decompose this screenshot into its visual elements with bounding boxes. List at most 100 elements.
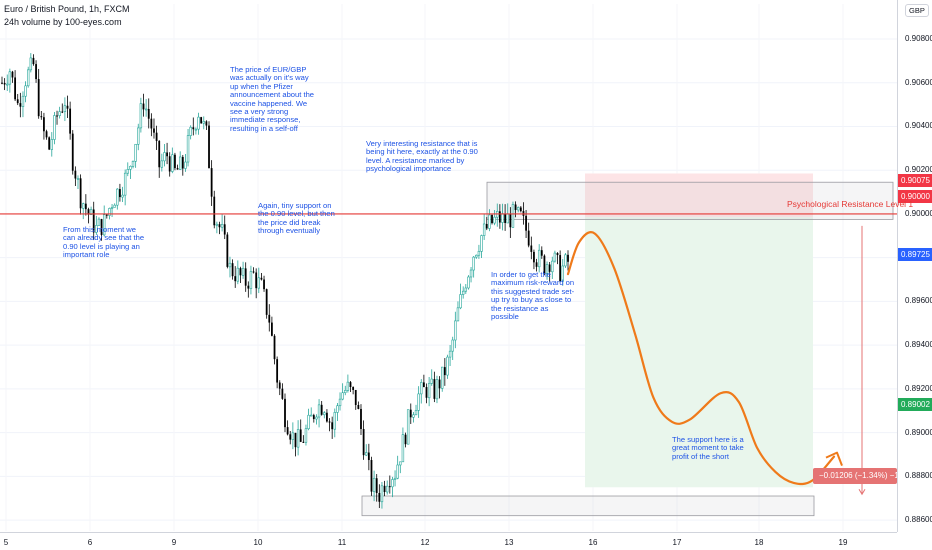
candle-body: [336, 405, 339, 413]
candle-body: [548, 264, 551, 272]
candle-body: [430, 378, 433, 384]
candle: [260, 272, 263, 281]
candle: [331, 416, 334, 439]
candle: [427, 377, 431, 407]
price-tick-label: 0.88800: [905, 471, 932, 481]
candle: [567, 250, 569, 271]
candle-body: [74, 170, 77, 179]
candle: [333, 408, 336, 438]
candle: [278, 380, 281, 396]
candle: [467, 275, 470, 290]
candle: [37, 68, 40, 119]
candle: [92, 201, 95, 241]
candle-body: [71, 133, 74, 171]
candle-body: [328, 421, 331, 423]
candle-body: [244, 268, 247, 286]
candle: [16, 93, 19, 106]
candle-body: [472, 256, 475, 271]
candle: [317, 399, 321, 428]
candle: [273, 334, 276, 365]
price-tick-label: 0.89000: [905, 427, 932, 437]
candle: [370, 456, 373, 496]
price-tick-label: 0.89200: [905, 383, 932, 393]
candle: [525, 209, 527, 239]
candle-body: [113, 204, 116, 208]
candle-body: [559, 255, 562, 282]
candle-body: [420, 382, 423, 395]
candle: [375, 474, 378, 502]
candle-body: [535, 262, 538, 267]
candle-body: [58, 111, 61, 116]
candle: [380, 482, 384, 509]
candle-body: [153, 128, 155, 133]
candle-body: [189, 126, 192, 136]
candle: [475, 254, 478, 259]
candle: [284, 393, 286, 433]
candle-body: [509, 214, 512, 228]
candle-body: [210, 168, 213, 197]
candle: [178, 151, 182, 170]
candle-body: [121, 194, 124, 198]
candle: [406, 409, 410, 445]
annotation-tiny-support: Again, tiny support on the 0.90 level, b…: [258, 201, 335, 236]
candle: [362, 420, 365, 460]
candle-body: [511, 204, 515, 228]
candle-body: [320, 404, 323, 415]
candle: [385, 480, 389, 495]
candle-body: [252, 271, 255, 273]
candle-body: [380, 485, 384, 503]
candle-body: [498, 211, 501, 223]
candle: [352, 386, 355, 395]
candle: [399, 461, 402, 474]
candle-body: [464, 287, 468, 292]
candle-body: [354, 389, 357, 405]
candle-body: [134, 143, 137, 162]
candle-body: [278, 382, 281, 389]
candle: [328, 418, 331, 432]
candle: [189, 125, 192, 140]
candle: [367, 443, 370, 471]
candle: [236, 260, 240, 285]
currency-badge[interactable]: GBP: [905, 4, 929, 17]
annotation-target: The support here is a great moment to ta…: [672, 435, 744, 461]
candle-body: [92, 209, 95, 233]
candle-body: [184, 161, 187, 169]
candle: [53, 111, 56, 145]
candle: [184, 153, 187, 172]
candle: [469, 267, 473, 283]
candle-body: [294, 432, 297, 448]
candle: [446, 354, 449, 379]
candle-body: [493, 216, 496, 224]
candle: [239, 266, 242, 284]
candle-body: [454, 320, 457, 341]
candle: [451, 336, 454, 361]
candle: [113, 203, 116, 208]
candle-body: [391, 479, 394, 488]
candle-body: [40, 116, 43, 118]
candle: [286, 420, 289, 436]
candle-body: [276, 359, 279, 383]
candle-body: [326, 412, 328, 422]
candle-body: [519, 207, 522, 212]
candle-body: [396, 464, 399, 479]
candle-body: [289, 434, 292, 440]
candle-body: [208, 125, 210, 169]
candle-body: [268, 314, 271, 323]
candle: [482, 213, 486, 240]
time-tick-label: 12: [420, 538, 430, 547]
time-tick-label: 6: [87, 538, 93, 547]
annotation-early-support: From this moment we can already see that…: [63, 225, 145, 260]
candle-body: [95, 225, 98, 233]
candle-body: [564, 254, 567, 267]
candle-body: [443, 367, 446, 376]
candle: [153, 118, 155, 139]
candle-body: [281, 388, 284, 399]
candle: [443, 358, 446, 386]
candle: [422, 374, 425, 388]
time-tick-label: 18: [754, 538, 764, 547]
candle-body: [491, 214, 493, 224]
candle-body: [469, 269, 473, 278]
support-zone: [361, 495, 815, 517]
candle-body: [537, 249, 541, 268]
